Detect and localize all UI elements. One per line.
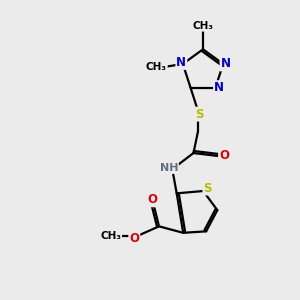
Text: N: N	[214, 81, 224, 94]
Text: O: O	[147, 193, 157, 206]
Text: NH: NH	[160, 163, 178, 173]
Text: O: O	[219, 149, 229, 163]
Text: CH₃: CH₃	[100, 231, 121, 241]
Text: O: O	[129, 232, 139, 245]
Text: S: S	[195, 108, 204, 121]
Text: CH₃: CH₃	[146, 62, 167, 72]
Text: N: N	[176, 56, 186, 69]
Text: CH₃: CH₃	[193, 21, 214, 31]
Text: N: N	[220, 57, 230, 70]
Text: S: S	[203, 182, 212, 195]
